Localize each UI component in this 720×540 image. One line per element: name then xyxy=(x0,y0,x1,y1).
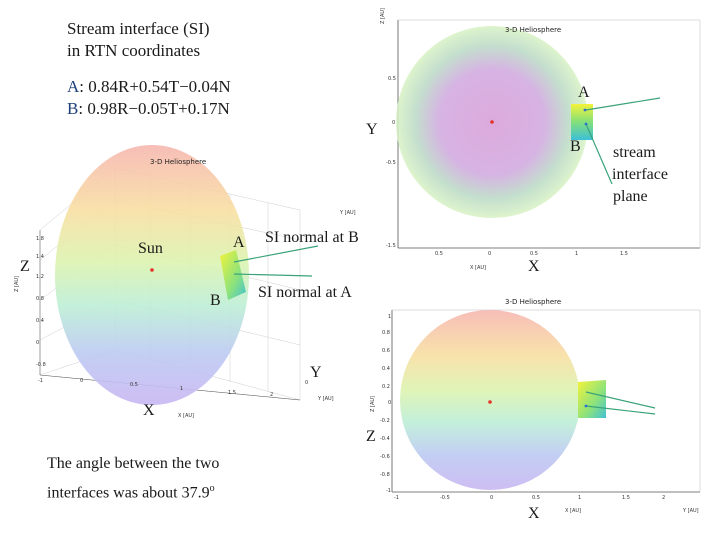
equation-b-value: : 0.98R−0.05T+0.17N xyxy=(78,99,230,118)
bottom-y-axis-label: Y [AU] xyxy=(683,508,699,514)
top-panel-title: 3-D Heliosphere xyxy=(505,26,562,34)
left-sphere xyxy=(55,145,249,405)
bottom-ztick-10: -0.8 xyxy=(380,472,390,478)
top-x-axis-label: X [AU] xyxy=(470,265,486,271)
top-xtick-5: 1.5 xyxy=(620,251,628,257)
equation-a-value: : 0.84R+0.54T−0.04N xyxy=(79,77,231,96)
bottom-ztick-5: 0.2 xyxy=(382,384,390,390)
left-y-axis-label: Y [AU] xyxy=(318,396,334,402)
bottom-xtick-3: 0 xyxy=(490,495,494,501)
left-y-top-label: Y [AU] xyxy=(340,210,356,216)
top-tick-4: -1.5 xyxy=(386,243,396,249)
left-xtick-3: 1 xyxy=(180,386,184,392)
bottom-plane xyxy=(578,380,606,418)
title-line-2: in RTN coordinates xyxy=(67,41,201,60)
left-xtick-2: 0.5 xyxy=(130,382,138,388)
bottom-xtick-7: 2 xyxy=(662,495,666,501)
equation-b: B: 0.98R−0.05T+0.17N xyxy=(67,98,230,120)
top-marker-b: B xyxy=(570,138,581,155)
sun-label: Sun xyxy=(138,240,163,257)
top-tick-3: -0.5 xyxy=(386,160,396,166)
left-z-axis-label: Z [AU] xyxy=(14,276,20,292)
top-xtick-1: 0.5 xyxy=(435,251,443,257)
bottom-right-panel xyxy=(391,309,701,493)
left-ztick-2: 1.4 xyxy=(36,254,44,260)
left-x-label: X xyxy=(143,402,155,419)
left-plane xyxy=(220,250,246,300)
bottom-xtick-1: -1 xyxy=(394,495,399,501)
si-normal-a-label: SI normal at A xyxy=(258,284,352,301)
plane-label-1: stream xyxy=(613,144,656,161)
left-ztick-1: 1.8 xyxy=(36,236,44,242)
left-ztick-8: -1 xyxy=(38,378,43,384)
bottom-ztick-6: 0 xyxy=(388,400,392,406)
top-xtick-2: 0 xyxy=(488,251,492,257)
conclusion-line-2: interfaces was about 37.9o xyxy=(47,478,215,504)
top-sun-dot xyxy=(490,120,494,124)
plane-label-2: interface xyxy=(612,166,668,183)
bottom-x-axis-label: X [AU] xyxy=(565,508,581,514)
left-ztick-4: 0.8 xyxy=(36,296,44,302)
title-line-1: Stream interface (SI) xyxy=(67,19,210,38)
top-marker-a: A xyxy=(578,84,590,101)
bottom-ztick-9: -0.6 xyxy=(380,454,390,460)
left-panel-title: 3-D Heliosphere xyxy=(150,158,207,166)
left-sun-dot xyxy=(150,268,154,272)
bottom-xtick-6: 1.5 xyxy=(622,495,630,501)
plane-label-3: plane xyxy=(613,188,648,205)
equation-b-key: B xyxy=(67,99,79,118)
bottom-x-label: X xyxy=(528,505,540,522)
left-ztick-3: 1.2 xyxy=(36,274,44,280)
left-z-label: Z xyxy=(20,258,30,275)
si-normal-b-label: SI normal at B xyxy=(265,229,359,246)
left-y-label: Y xyxy=(310,364,322,381)
left-ztick-7: -0.8 xyxy=(36,362,46,368)
bottom-ztick-3: 0.6 xyxy=(382,348,390,354)
top-xtick-4: 1 xyxy=(575,251,579,257)
bottom-ztick-7: -0.2 xyxy=(380,418,390,424)
bottom-panel-title: 3-D Heliosphere xyxy=(505,298,562,306)
bottom-xtick-5: 1 xyxy=(578,495,582,501)
left-xtick-1: 0 xyxy=(80,378,84,384)
bottom-ztick-11: -1 xyxy=(386,488,391,494)
left-marker-a: A xyxy=(233,234,245,251)
conclusion-text: interfaces was about 37.9 xyxy=(47,484,210,502)
top-panel-z-label: Z [AU] xyxy=(380,8,386,24)
conclusion-line-1: The angle between the two xyxy=(47,455,220,472)
top-tick-1: 0.5 xyxy=(388,76,396,82)
degree-sup: o xyxy=(209,483,215,494)
left-xtick-5: 2 xyxy=(270,392,274,398)
bottom-z-label: Z xyxy=(366,428,376,445)
left-ztick-6: 0 xyxy=(36,340,40,346)
top-right-panel xyxy=(396,19,701,249)
equation-a-key: A xyxy=(67,77,80,96)
bottom-ztick-1: 1 xyxy=(388,314,392,320)
top-y-label: Y xyxy=(366,121,378,138)
bottom-ztick-4: 0.4 xyxy=(382,366,390,372)
top-xtick-3: 0.5 xyxy=(530,251,538,257)
bottom-sun-dot xyxy=(488,400,492,404)
left-x-axis-label: X [AU] xyxy=(178,413,194,419)
left-xtick-4: 1.5 xyxy=(228,390,236,396)
bottom-xtick-2: -0.5 xyxy=(440,495,450,501)
bottom-xtick-4: 0.5 xyxy=(532,495,540,501)
bottom-ztick-8: -0.4 xyxy=(380,436,390,442)
equation-a: A: 0.84R+0.54T−0.04N xyxy=(67,76,231,98)
left-marker-b: B xyxy=(210,292,221,309)
top-tick-2: 0 xyxy=(392,120,396,126)
bottom-z-axis-label: Z [AU] xyxy=(370,396,376,412)
top-plane xyxy=(571,104,593,140)
left-ztick-5: 0.4 xyxy=(36,318,44,324)
bottom-ztick-2: 0.8 xyxy=(382,330,390,336)
top-x-label: X xyxy=(528,258,540,275)
bottom-sphere xyxy=(400,310,580,490)
left-ytick-1: 0 xyxy=(305,380,309,386)
